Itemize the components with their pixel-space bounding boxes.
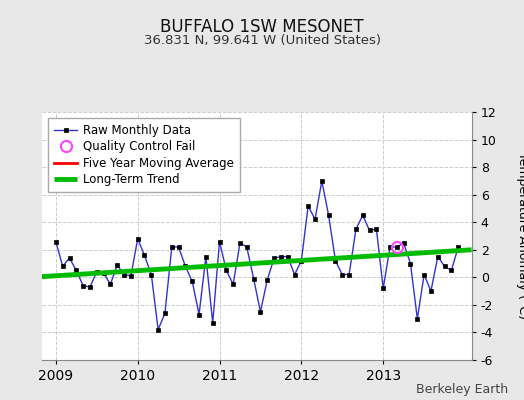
Text: Berkeley Earth: Berkeley Earth bbox=[416, 383, 508, 396]
Raw Monthly Data bbox=[176, 245, 182, 250]
Raw Monthly Data bbox=[155, 327, 161, 332]
Raw Monthly Data bbox=[312, 217, 318, 222]
Y-axis label: Temperature Anomaly (°C): Temperature Anomaly (°C) bbox=[516, 152, 524, 320]
Line: Raw Monthly Data: Raw Monthly Data bbox=[54, 179, 461, 332]
Raw Monthly Data bbox=[319, 178, 325, 183]
Raw Monthly Data bbox=[455, 245, 462, 250]
Text: BUFFALO 1SW MESONET: BUFFALO 1SW MESONET bbox=[160, 18, 364, 36]
Raw Monthly Data bbox=[196, 312, 202, 317]
Raw Monthly Data bbox=[189, 279, 195, 284]
Text: 36.831 N, 99.641 W (United States): 36.831 N, 99.641 W (United States) bbox=[144, 34, 380, 47]
Raw Monthly Data bbox=[162, 311, 168, 316]
Raw Monthly Data bbox=[53, 239, 59, 244]
Legend: Raw Monthly Data, Quality Control Fail, Five Year Moving Average, Long-Term Tren: Raw Monthly Data, Quality Control Fail, … bbox=[48, 118, 240, 192]
Raw Monthly Data bbox=[121, 272, 127, 277]
